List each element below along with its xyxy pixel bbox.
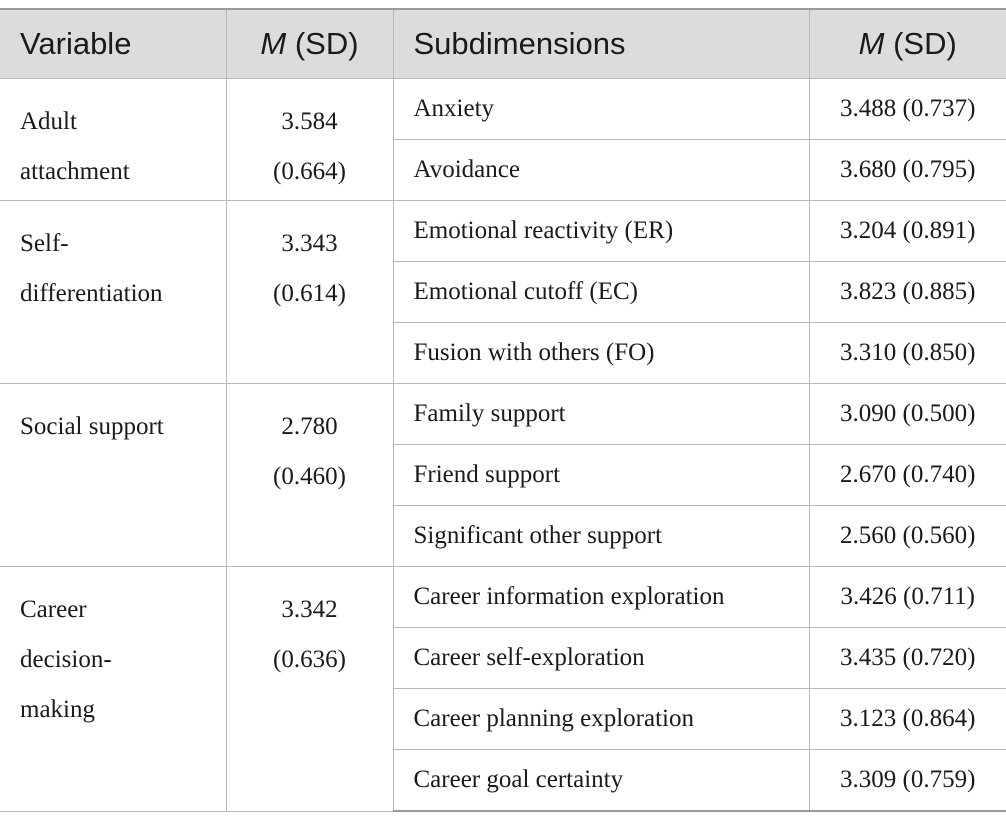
- variable-msd-cell: 2.780 (0.460): [225, 383, 394, 567]
- subdimension-value: 3.426 (0.711): [808, 566, 1006, 628]
- variable-line: Career: [20, 596, 87, 623]
- variable-line: Self-: [20, 230, 69, 257]
- subdimension-value: 3.310 (0.850): [808, 322, 1006, 384]
- subdimension-value: 3.090 (0.500): [808, 383, 1006, 445]
- variable-line: decision-: [20, 646, 112, 673]
- variable-mean: 3.584: [281, 108, 338, 135]
- variable-cell: Adult attachment: [0, 78, 227, 201]
- subdimension-value: 2.670 (0.740): [808, 444, 1006, 506]
- subdimension-value: 3.204 (0.891): [808, 200, 1006, 262]
- header-sub-msd: M (SD): [808, 8, 1006, 79]
- table-row: Career planning exploration 3.123 (0.864…: [0, 688, 1006, 750]
- header-msd-sd: (SD): [286, 26, 359, 61]
- header-sub-msd-m: M: [858, 26, 885, 61]
- table-row: Career decision- making 3.342 (0.636) Ca…: [0, 566, 1006, 812]
- variable-line: making: [20, 696, 95, 723]
- subdimension-name: Career planning exploration: [393, 688, 810, 750]
- subdimension-name: Emotional cutoff (EC): [393, 261, 810, 323]
- subdimension-value: 3.435 (0.720): [808, 627, 1006, 689]
- variable-cell: Career decision- making: [0, 566, 227, 812]
- header-sub-msd-sd: (SD): [884, 26, 957, 61]
- header-subdimensions: Subdimensions: [392, 8, 810, 79]
- subdimension-name: Significant other support: [393, 505, 810, 567]
- variable-line: attachment: [20, 158, 130, 185]
- table-row: Avoidance 3.680 (0.795): [0, 139, 1006, 201]
- variable-line: Social support: [20, 413, 164, 440]
- variable-line: differentiation: [20, 280, 163, 307]
- header-variable: Variable: [0, 8, 227, 79]
- table-row: Significant other support 2.560 (0.560): [0, 505, 1006, 567]
- variable-mean: 2.780: [281, 413, 338, 440]
- variable-sd: (0.460): [273, 463, 346, 490]
- table-row: Friend support 2.670 (0.740): [0, 444, 1006, 506]
- subdimension-value: 3.680 (0.795): [808, 139, 1006, 201]
- subdimension-name: Career self-exploration: [393, 627, 810, 689]
- variable-sd: (0.614): [273, 280, 346, 307]
- table-row: Adult attachment 3.584 (0.664) Anxiety 3…: [0, 78, 1006, 201]
- variable-sd: (0.664): [273, 158, 346, 185]
- subdimension-value: 3.488 (0.737): [808, 78, 1006, 140]
- table-row: Career goal certainty 3.309 (0.759): [0, 749, 1006, 812]
- variable-msd-cell: 3.584 (0.664): [225, 78, 394, 201]
- subdimension-name: Family support: [392, 383, 810, 445]
- variable-mean: 3.342: [281, 596, 338, 623]
- table-row: Emotional cutoff (EC) 3.823 (0.885): [0, 261, 1006, 323]
- variable-cell: Social support: [0, 383, 227, 567]
- subdimension-name: Friend support: [393, 444, 810, 506]
- descriptive-statistics-table: Variable M (SD) Subdimensions M (SD) Adu…: [0, 8, 1006, 812]
- subdimension-value: 2.560 (0.560): [808, 505, 1006, 567]
- subdimension-name: Career information exploration: [392, 566, 810, 628]
- table-row: Career self-exploration 3.435 (0.720): [0, 627, 1006, 689]
- variable-mean: 3.343: [281, 230, 338, 257]
- header-msd-m: M: [260, 26, 287, 61]
- subdimension-value: 3.309 (0.759): [808, 749, 1006, 812]
- variable-cell: Self- differentiation: [0, 200, 227, 384]
- subdimension-name: Emotional reactivity (ER): [392, 200, 810, 262]
- variable-msd-cell: 3.343 (0.614): [225, 200, 394, 384]
- subdimension-name: Avoidance: [393, 139, 810, 201]
- header-row: Variable M (SD) Subdimensions M (SD): [0, 8, 1006, 79]
- variable-msd-cell: 3.342 (0.636): [225, 566, 394, 812]
- subdimension-name: Fusion with others (FO): [393, 322, 810, 384]
- subdimension-value: 3.123 (0.864): [808, 688, 1006, 750]
- subdimension-name: Career goal certainty: [393, 749, 810, 812]
- header-msd: M (SD): [225, 8, 394, 79]
- subdimension-name: Anxiety: [392, 78, 810, 140]
- subdimension-value: 3.823 (0.885): [808, 261, 1006, 323]
- table-row: Social support 2.780 (0.460) Family supp…: [0, 383, 1006, 567]
- table-row: Self- differentiation 3.343 (0.614) Emot…: [0, 200, 1006, 384]
- variable-line: Adult: [20, 108, 77, 135]
- variable-sd: (0.636): [273, 646, 346, 673]
